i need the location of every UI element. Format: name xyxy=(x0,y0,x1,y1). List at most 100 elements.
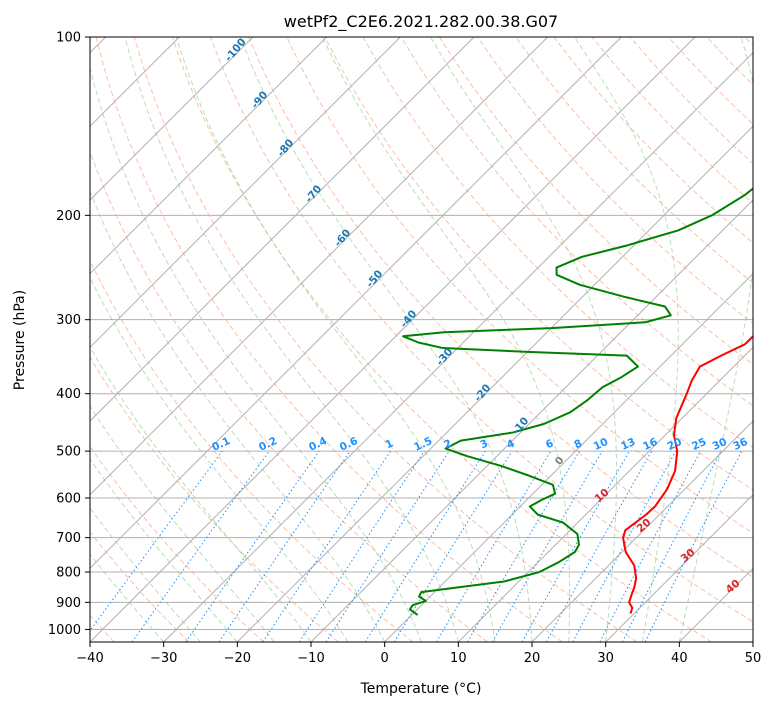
dry-adiabat-label: 40 xyxy=(724,577,743,596)
mixing-ratio-label: 8 xyxy=(572,437,584,451)
x-tick-label: 0 xyxy=(381,651,389,666)
dry-adiabat-line xyxy=(248,37,753,578)
isotherm-line xyxy=(90,37,549,496)
x-tick-label: 40 xyxy=(671,651,688,666)
isotherm-line xyxy=(605,493,753,642)
x-tick-label: 10 xyxy=(450,651,467,666)
moist-adiabat-label: -20 xyxy=(472,382,493,404)
mixing-ratio-line xyxy=(521,450,630,642)
chart-title: wetPf2_C2E6.2021.282.00.38.G07 xyxy=(284,12,558,32)
dry-adiabat-line xyxy=(171,37,712,642)
y-tick-label: 700 xyxy=(56,531,81,546)
isobars xyxy=(90,37,753,630)
isotherm-line xyxy=(310,199,753,642)
x-axis: −40 −30 −20 −10 0 10 20 30 40 50 xyxy=(76,642,761,666)
mixing-ratio-line xyxy=(325,450,450,642)
moist-adiabat-label: -10 xyxy=(510,415,531,437)
x-tick-label: −10 xyxy=(297,651,324,666)
y-tick-label: 200 xyxy=(56,209,81,224)
dry-adiabats xyxy=(90,37,753,642)
mixing-ratio-label: 4 xyxy=(505,437,517,451)
moist-adiabat-label: -70 xyxy=(303,183,324,205)
dry-adiabat-line xyxy=(90,531,190,642)
isotherm-line xyxy=(90,37,254,201)
y-tick-label: 100 xyxy=(56,31,81,46)
dry-adiabat-line xyxy=(515,37,753,284)
mixing-ratio-line xyxy=(393,450,513,642)
moist-adiabat-line xyxy=(90,66,422,642)
mixing-ratio-label: 1 xyxy=(384,437,396,451)
dry-adiabat-line xyxy=(90,150,488,642)
dry-adiabat-line xyxy=(133,37,638,642)
dry-adiabat-line xyxy=(210,37,753,623)
y-tick-label: 600 xyxy=(56,492,81,507)
moist-adiabat-line xyxy=(322,37,571,642)
mixing-ratio-label: 30 xyxy=(711,436,729,453)
series-group xyxy=(402,187,753,616)
dry-adiabat-line xyxy=(706,37,753,86)
mixing-ratio-line xyxy=(90,450,223,632)
mixing-ratio-line xyxy=(185,450,320,642)
mixing-ratio-line xyxy=(644,450,743,642)
y-tick-label: 1000 xyxy=(48,623,81,638)
moist-adiabat-label: -100 xyxy=(223,36,249,64)
isotherm-line xyxy=(457,346,753,642)
dry-adiabat-line xyxy=(90,445,264,642)
dry-adiabat-label: 20 xyxy=(635,516,654,535)
dewpoint-profile-line xyxy=(402,187,753,616)
moist-adiabat-line xyxy=(175,37,496,642)
plot-frame xyxy=(89,36,754,643)
dry-adiabat-line xyxy=(439,37,753,366)
mixing-ratio-line xyxy=(218,450,351,642)
mixing-ratio-label: 13 xyxy=(619,436,637,453)
moist-adiabat-label: -60 xyxy=(332,227,353,249)
x-tick-label: 30 xyxy=(597,651,614,666)
mixing-ratio-line xyxy=(599,450,701,642)
isotherm-line xyxy=(90,37,328,275)
mixing-ratio-line xyxy=(262,450,392,642)
mixing-ratio-label: 6 xyxy=(544,437,556,451)
mixing-ratio-line xyxy=(572,450,677,642)
isotherm-line xyxy=(90,37,622,570)
y-axis-title: Pressure (hPa) xyxy=(12,290,28,390)
mixing-ratio-line xyxy=(131,450,270,642)
y-axis: 100 200 300 400 500 600 700 800 900 1000 xyxy=(48,31,90,638)
mixing-ratio-label: 20 xyxy=(665,436,683,453)
moist-adiabat-line xyxy=(90,345,312,642)
mixing-ratio-label: 3 xyxy=(478,437,490,451)
mixing-ratio-label: 16 xyxy=(641,436,659,453)
x-tick-label: −40 xyxy=(76,651,103,666)
moist-adiabat-label: -90 xyxy=(249,89,270,111)
x-tick-label: −20 xyxy=(224,651,251,666)
moist-adiabat-line xyxy=(90,458,238,642)
moist-adiabat-line xyxy=(90,276,349,642)
dry-adiabat-line xyxy=(90,259,414,642)
x-tick-label: −30 xyxy=(150,651,177,666)
moist-adiabat-label: 0 xyxy=(553,454,567,467)
mixing-ratio-line xyxy=(435,450,552,642)
moist-adiabat-line xyxy=(574,37,679,642)
isotherm-line xyxy=(90,37,401,349)
isotherm-line xyxy=(90,37,475,422)
dry-adiabat-line xyxy=(400,37,753,407)
dry-adiabat-label: 10 xyxy=(593,486,612,505)
moist-adiabat-label: -50 xyxy=(364,268,385,290)
y-tick-label: 300 xyxy=(56,313,81,328)
mixing-ratio-label: 25 xyxy=(690,436,708,453)
mixing-ratio-label: 36 xyxy=(731,436,749,453)
isotherm-line xyxy=(90,37,696,642)
isotherm-line xyxy=(236,125,753,642)
y-tick-label: 800 xyxy=(56,566,81,581)
moist-adiabat-line xyxy=(239,37,533,642)
moist-adiabat-line xyxy=(90,507,201,642)
x-tick-label: 50 xyxy=(745,651,762,666)
y-tick-label: 900 xyxy=(56,596,81,611)
moist-adiabat-label: -40 xyxy=(398,308,419,330)
moist-adiabat-line xyxy=(90,405,275,642)
mixing-ratio-line xyxy=(467,450,580,642)
mixing-ratio-line xyxy=(545,450,653,642)
isotherms xyxy=(90,37,753,642)
isotherm-line xyxy=(531,420,753,642)
mixing-ratio-line xyxy=(298,450,425,642)
